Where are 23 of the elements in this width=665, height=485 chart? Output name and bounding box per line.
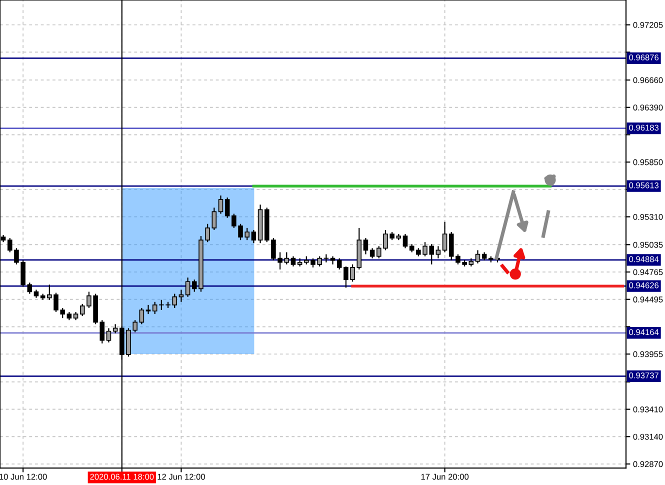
ref-line-label: 0.96876 [629,54,659,60]
y-tick-label: 0.95310 [633,214,663,220]
x-tick-label: 10 Jun 12:00 [0,474,47,480]
y-tick-label: 0.95850 [633,159,663,166]
y-tick-label: 0.94765 [633,269,663,276]
y-tick-label: 0.95035 [633,242,663,248]
ref-line-label: 0.95613 [629,182,659,188]
ref-line-label: 0.96183 [629,124,659,131]
ref-line-label: 0.94626 [629,282,659,288]
x-tick-label: 17 Jun 20:00 [421,474,469,480]
y-tick-label: 0.93140 [633,434,663,440]
y-tick-label: 0.93410 [633,406,663,412]
x-tick-label: 12 Jun 12:00 [158,474,205,480]
x-tick-label: 2020.06.11 18:00 [90,474,154,480]
ref-line-label: 0.94884 [629,256,659,262]
y-tick-label: 0.96660 [633,77,663,84]
y-tick-label: 0.96390 [633,104,663,110]
y-tick-label: 0.92870 [633,461,663,468]
y-tick-label: 0.97205 [633,22,663,28]
ref-line-label: 0.93737 [629,372,658,378]
y-tick-label: 0.93955 [633,351,663,358]
y-tick-label: 0.94495 [633,296,663,302]
ref-line-label: 0.94164 [629,329,659,336]
